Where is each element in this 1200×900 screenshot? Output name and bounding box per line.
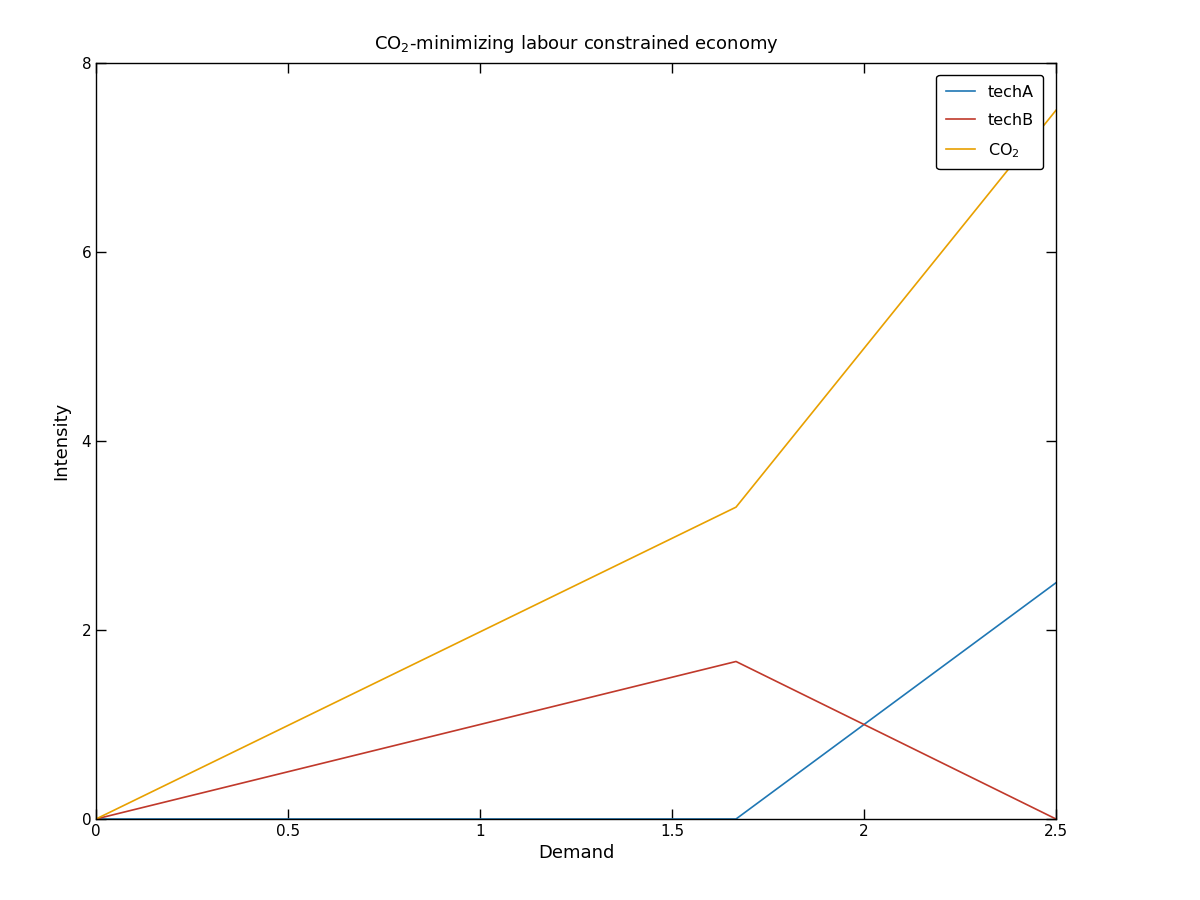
Y-axis label: Intensity: Intensity	[53, 402, 71, 480]
X-axis label: Demand: Demand	[538, 844, 614, 862]
Title: CO$_2$-minimizing labour constrained economy: CO$_2$-minimizing labour constrained eco…	[373, 33, 779, 55]
Legend: techA, techB, CO$_2$: techA, techB, CO$_2$	[936, 75, 1043, 169]
